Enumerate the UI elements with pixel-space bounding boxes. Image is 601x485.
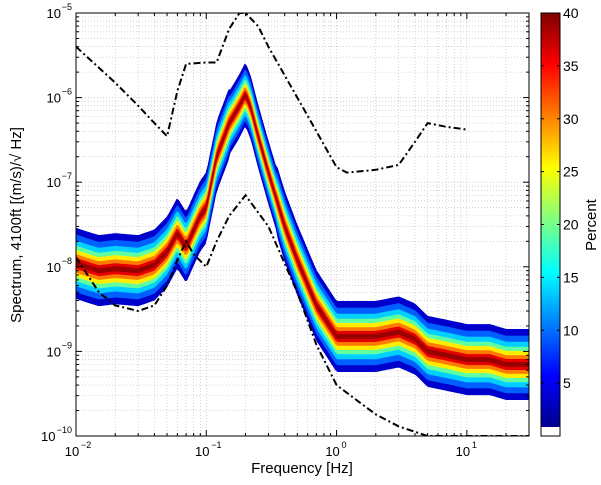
- y-tick-label: 10: [41, 429, 55, 444]
- y-tick-exponent: −7: [62, 171, 72, 181]
- bound-curves: [76, 13, 529, 436]
- y-tick-exponent: −5: [62, 2, 72, 12]
- x-tick-label: 10: [195, 444, 209, 459]
- colorbar-gradient: [541, 13, 560, 427]
- x-tick-label: 10: [456, 444, 470, 459]
- colorbar-tick-label: 15: [563, 269, 579, 285]
- x-tick-label: 10: [325, 444, 339, 459]
- colorbar-tick-label: 25: [563, 164, 579, 180]
- x-tick-exponent: 0: [342, 440, 347, 450]
- y-tick-exponent: −9: [62, 340, 72, 350]
- colorbar-tick-label: 20: [563, 217, 579, 233]
- colorbar-tick-label: 30: [563, 111, 579, 127]
- colorbar-tick-label: 5: [563, 375, 571, 391]
- y-axis-label: Spectrum, 4100ft [(m/s)/√ Hz]: [8, 127, 25, 323]
- y-tick-exponent: −10: [57, 425, 72, 435]
- y-tick-label: 10: [47, 344, 61, 359]
- density-layer-2: [76, 69, 529, 394]
- x-tick-exponent: −2: [81, 440, 91, 450]
- colorbar-label: Percent: [583, 198, 600, 251]
- upper-bound-curve: [76, 13, 467, 174]
- y-tick-label: 10: [47, 175, 61, 190]
- colorbar-ticks: 5 10 15 20 25 30 35 40: [541, 5, 579, 391]
- x-tick-labels: 10 −2 10 −1 10 0 10 1: [65, 440, 477, 459]
- y-tick-label: 10: [47, 91, 61, 106]
- plot-frame: [75, 12, 530, 437]
- x-tick-label: 10: [65, 444, 79, 459]
- y-tick-label: 10: [47, 260, 61, 275]
- colorbar-zero-swatch: [541, 427, 560, 436]
- axis-ticks: [75, 12, 530, 437]
- x-axis-label: Frequency [Hz]: [251, 460, 353, 477]
- density-band: [76, 63, 529, 401]
- density-layer-5: [76, 83, 529, 378]
- y-tick-exponent: −8: [62, 256, 72, 266]
- lower-bound-curve: [76, 193, 529, 436]
- x-tick-exponent: −1: [211, 440, 221, 450]
- colorbar: 5 10 15 20 25 30 35 40 Percent: [540, 5, 600, 437]
- grid-lines: [75, 12, 530, 437]
- y-tick-label: 10: [47, 6, 61, 21]
- y-tick-exponent: −6: [62, 87, 72, 97]
- colorbar-tick-label: 10: [563, 322, 579, 338]
- colorbar-tick-label: 35: [563, 58, 579, 74]
- x-tick-exponent: 1: [472, 440, 477, 450]
- colorbar-tick-label: 40: [563, 5, 579, 21]
